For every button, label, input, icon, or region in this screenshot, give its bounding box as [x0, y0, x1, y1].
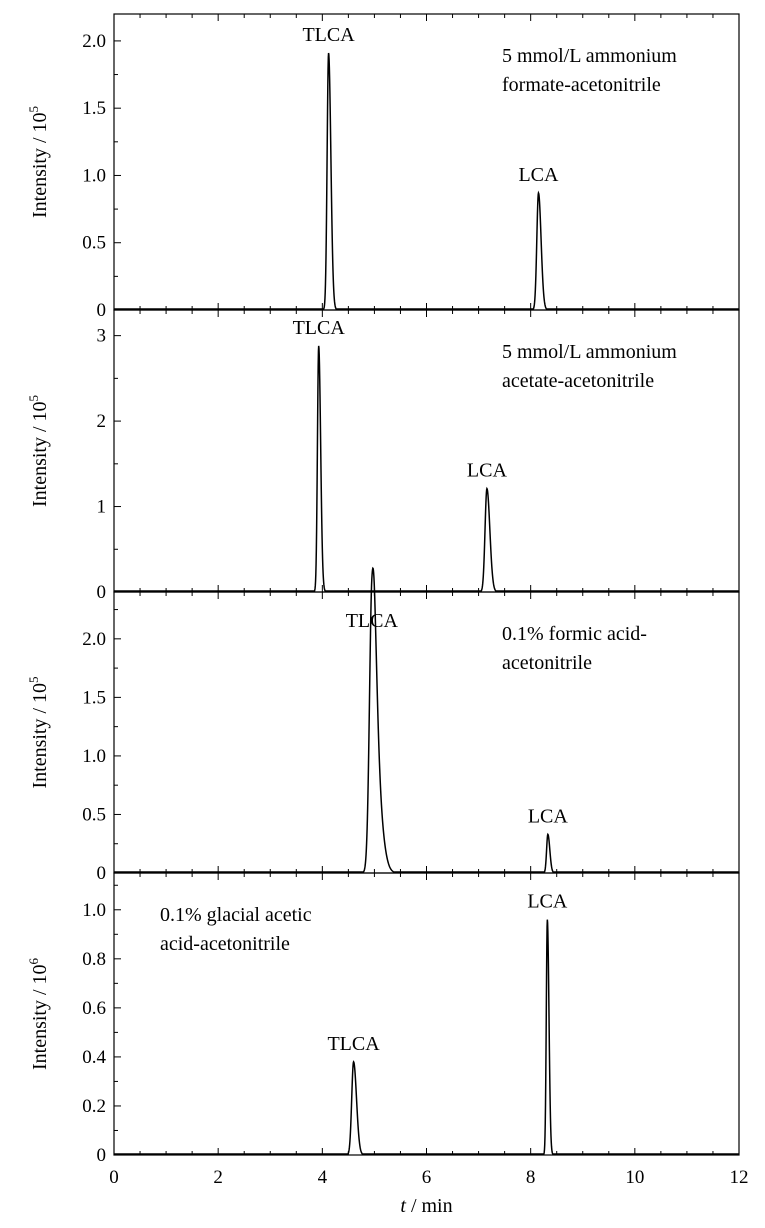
x-tick-label: 10	[625, 1167, 644, 1188]
peak-label-lca: LCA	[518, 164, 559, 186]
panel-ammonium-formate: 0 0.5 1.0 1.5 2.0 Intensity / 105 TLCA LCA 5 mmo…	[26, 13, 740, 321]
y-axis-title: Intensity / 105	[26, 106, 51, 218]
y-tick-label: 2.0	[82, 31, 106, 52]
x-tick-label: 12	[730, 1167, 749, 1188]
x-axis: 0 2 4 6 8 10 12 t / min	[109, 1167, 748, 1217]
peak-label-tlca: TLCA	[293, 317, 346, 339]
y-tick-label: 1.0	[82, 900, 106, 921]
x-tick-label: 6	[422, 1167, 432, 1188]
x-axis-title: t / min	[400, 1195, 452, 1217]
panel-glacial-acetic-acid: 0 0.2 0.4 0.6 0.8 1.0 Intensity / 106 TLCA LCA 0.…	[26, 872, 740, 1166]
y-tick-label: 0	[97, 582, 107, 603]
peak-label-tlca: TLCA	[346, 610, 399, 632]
y-axis-title: Intensity / 106	[26, 957, 51, 1070]
y-axis-title: Intensity / 105	[26, 395, 51, 507]
chart-panels: 0 0.5 1.0 1.5 2.0 Intensity / 105 TLCA LCA 5 mmo…	[26, 13, 740, 1166]
y-axis-title: Intensity / 105	[26, 676, 51, 788]
mobile-phase-annotation: formate-acetonitrile	[502, 74, 661, 96]
x-tick-label: 0	[109, 1167, 119, 1188]
x-tick-label: 4	[318, 1167, 328, 1188]
mobile-phase-annotation: acetonitrile	[502, 652, 592, 674]
y-tick-label: 0.5	[82, 233, 106, 254]
y-tick-label: 1	[97, 497, 107, 518]
y-tick-label: 2	[97, 411, 107, 432]
y-tick-label: 2.0	[82, 629, 106, 650]
x-tick-label: 2	[213, 1167, 223, 1188]
mobile-phase-annotation: 5 mmol/L ammonium	[502, 45, 677, 67]
chromatogram-trace	[114, 345, 739, 592]
x-tick-label: 8	[526, 1167, 536, 1188]
peak-label-lca: LCA	[527, 891, 568, 913]
peak-label-lca: LCA	[528, 805, 569, 827]
y-tick-label: 1.5	[82, 687, 106, 708]
mobile-phase-annotation: acetate-acetonitrile	[502, 370, 654, 392]
chromatogram-trace	[114, 52, 739, 310]
peak-label-tlca: TLCA	[302, 24, 355, 46]
y-tick-label: 0.6	[82, 998, 106, 1019]
mobile-phase-annotation: 5 mmol/L ammonium	[502, 341, 677, 363]
peak-label-lca: LCA	[467, 460, 508, 482]
y-tick-label: 0	[97, 300, 107, 321]
y-tick-label: 1.0	[82, 165, 106, 186]
peak-label-tlca: TLCA	[327, 1033, 380, 1055]
y-tick-label: 0.5	[82, 804, 106, 825]
y-tick-label: 1.5	[82, 98, 106, 119]
mobile-phase-annotation: 0.1% formic acid-	[502, 623, 647, 645]
mobile-phase-annotation: acid-acetonitrile	[160, 933, 290, 955]
y-tick-label: 0	[97, 1145, 107, 1166]
y-tick-label: 0.8	[82, 949, 106, 970]
y-tick-label: 0	[97, 863, 107, 884]
y-tick-label: 1.0	[82, 746, 106, 767]
chromatogram-trace	[114, 919, 739, 1155]
mobile-phase-annotation: 0.1% glacial acetic	[160, 904, 312, 926]
chromatogram-trace	[114, 566, 739, 873]
y-tick-label: 3	[97, 326, 107, 347]
panel-ammonium-acetate: 0 1 2 3 Intensity / 105 TLCA LCA 5 mmol/L ammon…	[26, 309, 740, 603]
y-tick-label: 0.4	[82, 1047, 106, 1068]
panel-formic-acid: 0 0.5 1.0 1.5 2.0 Intensity / 105 TLCA LCA 0.1% …	[26, 566, 740, 884]
y-tick-label: 0.2	[82, 1096, 106, 1117]
